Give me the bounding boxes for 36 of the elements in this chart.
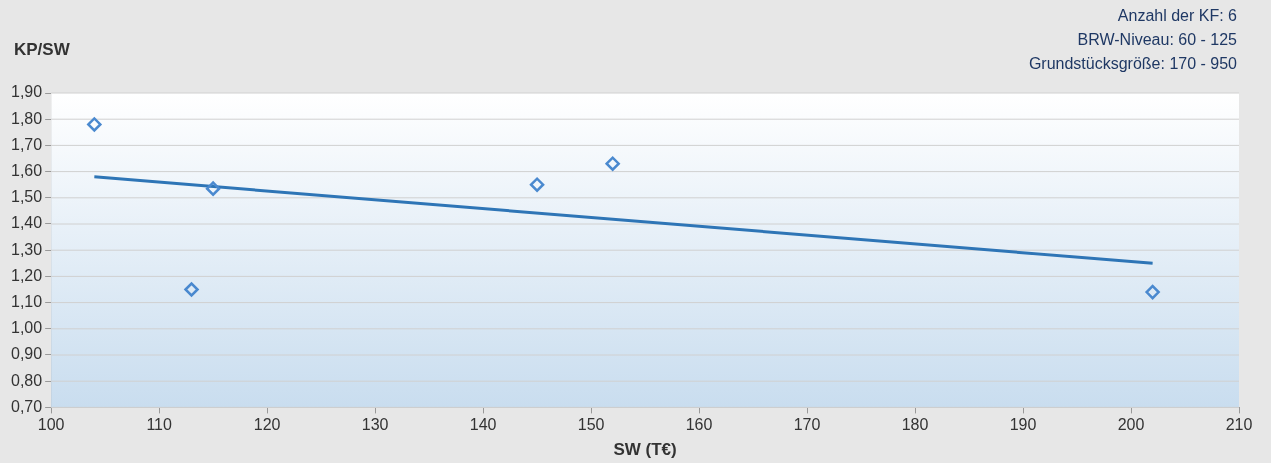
point: [605, 156, 620, 171]
x-tick-label: 100: [37, 416, 65, 434]
y-tick-label: 0,70: [11, 397, 43, 415]
x-axis-title: SW (T€): [613, 440, 677, 460]
x-tick-label: 120: [253, 416, 281, 434]
y-tick-label: 1,20: [11, 266, 43, 284]
x-tick-label: 210: [1225, 416, 1253, 434]
y-tick-label: 1,80: [11, 109, 43, 127]
text: Grundstücksgröße: 170 - 950: [1028, 55, 1238, 73]
y-tick-label: 0,80: [11, 371, 43, 389]
y-tick-label: 1,90: [11, 83, 43, 101]
x-tick-label: 140: [469, 416, 497, 434]
x-tick-label: 170: [793, 416, 821, 434]
y-tick-label: 1,40: [11, 214, 43, 232]
point: [87, 117, 102, 132]
point: [205, 181, 221, 196]
y-tick-label: 0,90: [11, 345, 43, 363]
y-tick-label: 1,00: [11, 319, 43, 337]
text: Anzahl der KF: 6: [1117, 7, 1238, 25]
y-tick-label: 1,50: [11, 188, 43, 206]
x-tick-label: 160: [685, 416, 713, 434]
y-axis-title: KP/SW: [14, 39, 71, 59]
y-tick-label: 1,60: [11, 162, 43, 180]
y-tick-label: 1,10: [11, 293, 43, 311]
x-tick-label: 190: [1009, 416, 1037, 434]
x-tick-label: 200: [1117, 416, 1145, 434]
x-tick-label: 180: [901, 416, 929, 434]
y-tick-label: 1,70: [11, 135, 43, 153]
y-tick-label: 1,30: [11, 240, 43, 258]
point: [184, 282, 199, 297]
x-tick-label: 150: [577, 416, 605, 434]
x-tick-label: 130: [361, 416, 389, 434]
point: [1145, 284, 1160, 300]
text: BRW-Niveau: 60 - 125: [1077, 31, 1238, 49]
x-tick-label: 110: [146, 416, 172, 434]
point: [529, 177, 545, 192]
